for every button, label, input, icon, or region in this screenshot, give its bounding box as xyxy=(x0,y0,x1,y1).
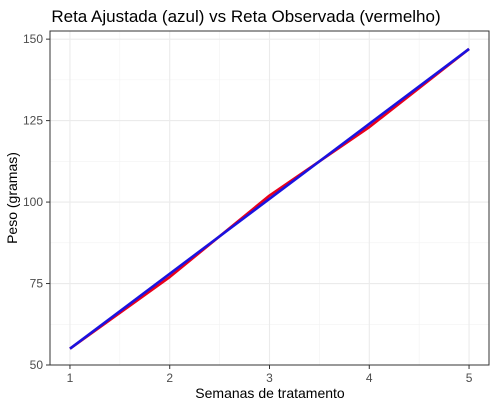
chart-title: Reta Ajustada (azul) vs Reta Observada (… xyxy=(51,7,440,26)
y-axis-title: Peso (gramas) xyxy=(4,152,20,244)
y-tick-label: 75 xyxy=(30,277,44,291)
series-layer xyxy=(69,47,470,350)
y-tick-label: 50 xyxy=(30,358,44,372)
x-tick-label: 4 xyxy=(366,371,373,385)
fitted-series-line xyxy=(69,47,470,350)
y-tick-label: 100 xyxy=(23,195,43,209)
x-tick-label: 5 xyxy=(466,371,473,385)
y-tick-label: 125 xyxy=(23,114,43,128)
x-tick-label: 2 xyxy=(166,371,173,385)
x-axis-title: Semanas de tratamento xyxy=(195,385,345,401)
x-tick-label: 1 xyxy=(67,371,74,385)
x-tick-label: 3 xyxy=(266,371,273,385)
observed-series-line xyxy=(69,47,470,350)
y-tick-label: 150 xyxy=(23,32,43,46)
axis-ticks: 1 2 3 4 5 50 75 100 125 150 xyxy=(23,32,473,385)
